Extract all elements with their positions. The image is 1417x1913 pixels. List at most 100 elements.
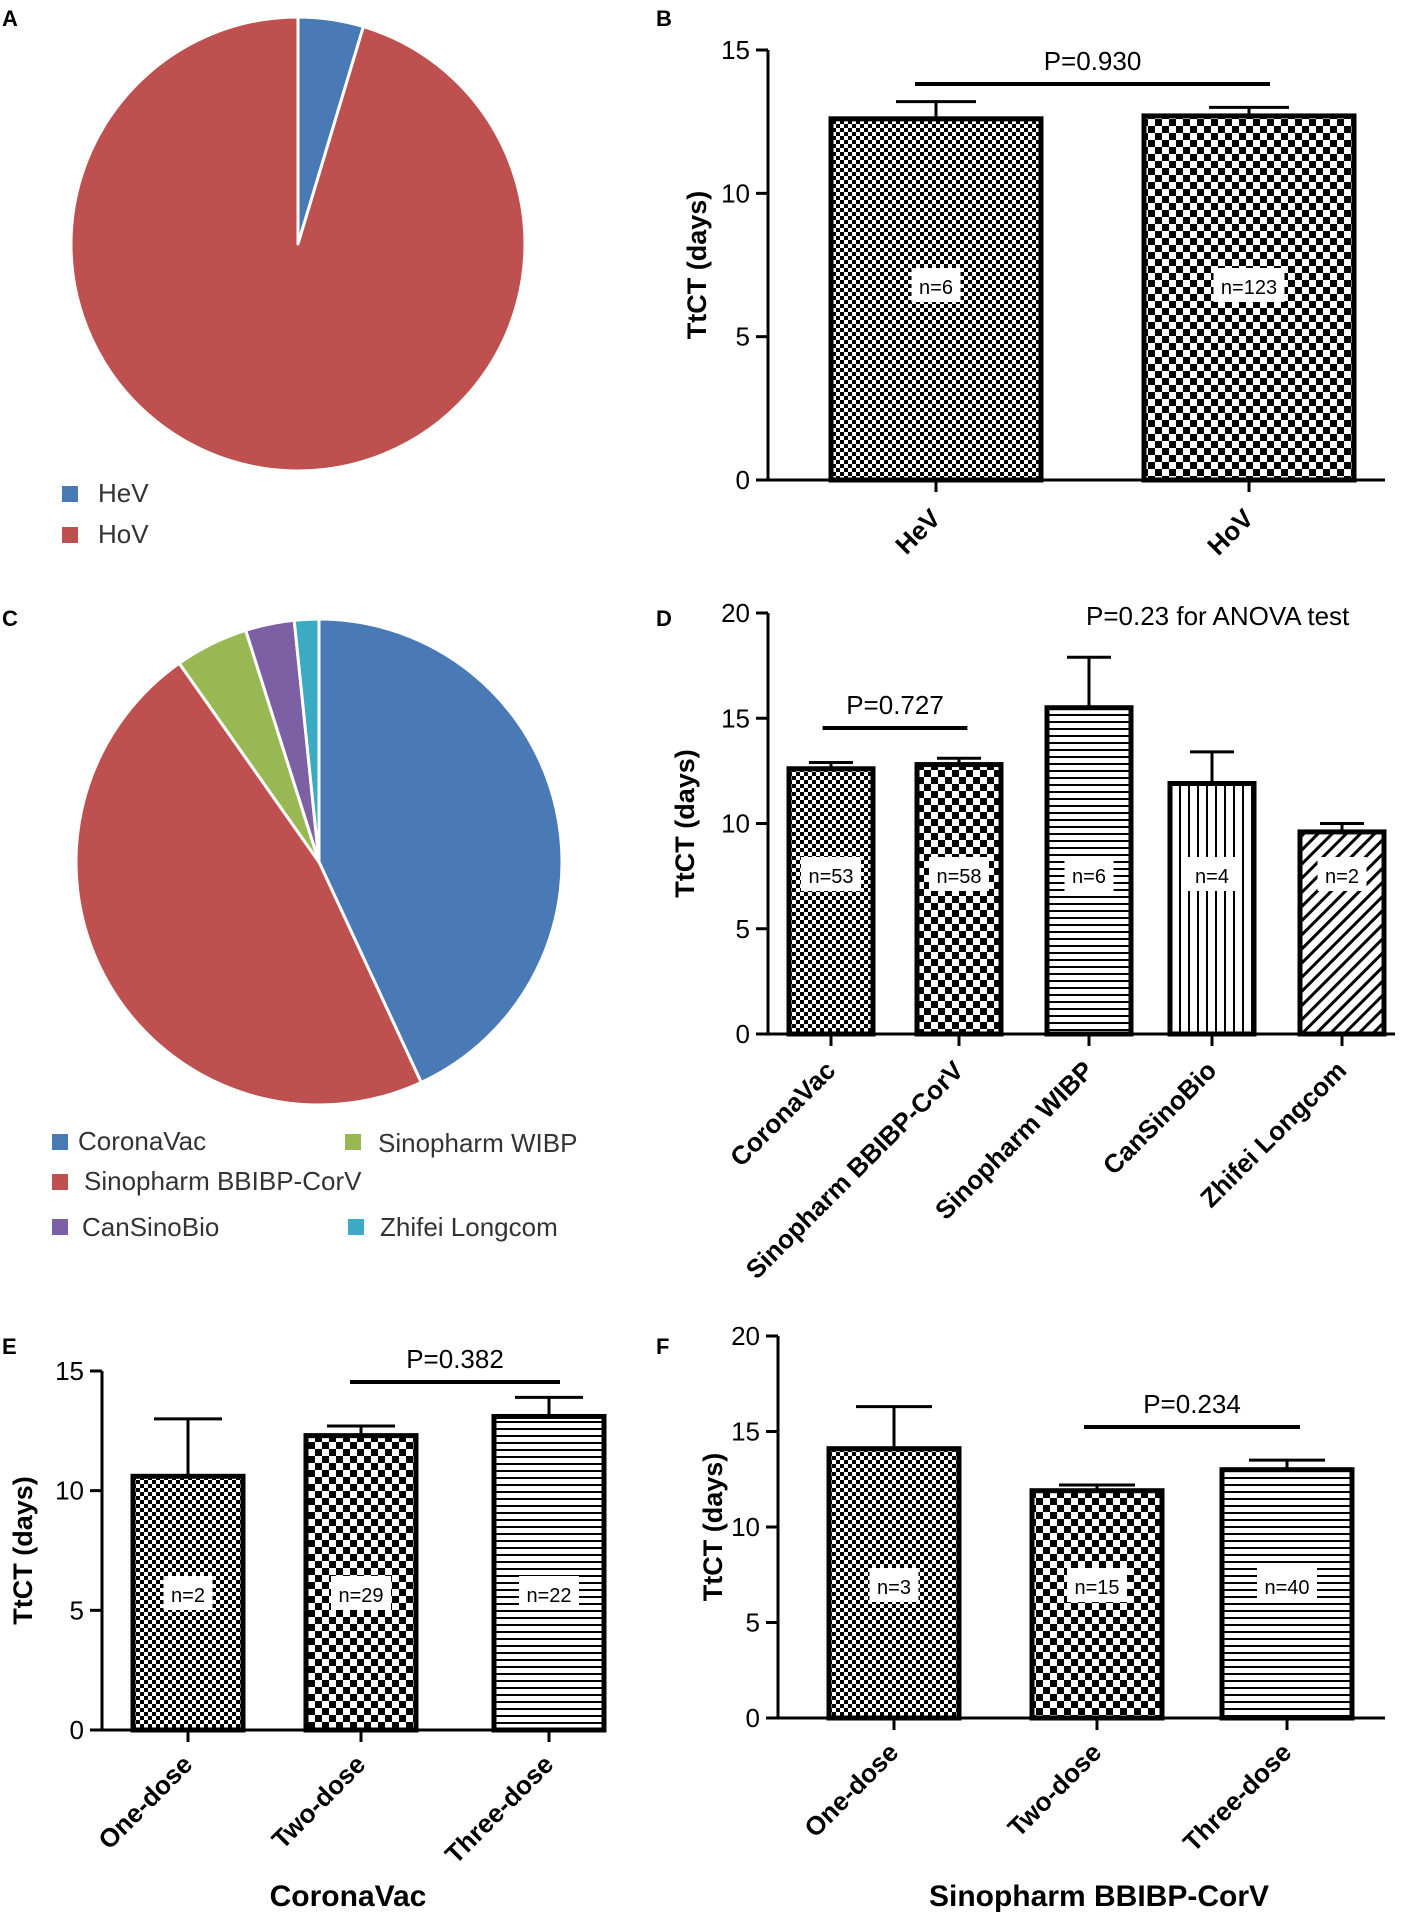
n-label: n=4	[1195, 866, 1229, 888]
x-tick-label-hev: HeV	[889, 503, 946, 560]
panel-label-c: C	[2, 606, 18, 631]
panel-label-d: D	[656, 606, 672, 631]
legend-swatch-hev	[62, 486, 78, 502]
x-tick-label-two-dose: Two-dose	[1002, 1737, 1108, 1843]
x-tick-label-one-dose: One-dose	[798, 1737, 904, 1843]
x-tick-label-one-dose: One-dose	[92, 1749, 198, 1855]
legend-swatch-cansinobio	[52, 1219, 68, 1235]
n-label: n=3	[877, 1577, 911, 1599]
n-label-box	[911, 268, 961, 302]
legend-label-hov: HoV	[98, 519, 149, 549]
n-label: n=53	[808, 866, 853, 888]
x-axis-title: Sinopharm BBIBP-CorV	[929, 1880, 1269, 1913]
y-tick-label: 15	[55, 1356, 84, 1386]
pie-slice-sinopharm-bbibp-corv	[74, 661, 423, 1107]
y-tick-label: 0	[746, 1703, 760, 1733]
y-tick-label: 10	[721, 809, 750, 839]
legend-label-hev: HeV	[98, 478, 149, 508]
y-axis-title: TtCT (days)	[670, 749, 700, 898]
y-tick-label: 15	[721, 703, 750, 733]
panel-a-pie: HeV HoV	[62, 15, 527, 549]
y-tick-label: 0	[736, 1019, 750, 1049]
panel-f-bar-chart: 0 5 10 15 20 TtCT (days) n=3 One-dose n=15 Two-do…	[698, 1321, 1385, 1913]
p-value-label: P=0.930	[1044, 46, 1142, 76]
y-tick-label: 10	[55, 1476, 84, 1506]
n-label: n=22	[526, 1585, 571, 1607]
bar-cansinobio	[1167, 781, 1257, 1037]
y-tick-label: 20	[731, 1321, 760, 1351]
pie-slice-zhifei-longcom	[292, 617, 321, 864]
y-tick-label: 5	[70, 1595, 84, 1625]
x-tick-label-coronavac: CoronaVac	[724, 1055, 841, 1172]
panel-e-bar-chart: 0 5 10 15 TtCT (days) n=2 One-dose n=29 Two-dose…	[8, 1344, 607, 1913]
n-label-box	[519, 1576, 579, 1610]
n-label: n=2	[171, 1585, 205, 1607]
p-value-label: P=0.382	[406, 1344, 504, 1374]
x-tick-label-hov: HoV	[1201, 503, 1259, 561]
n-label-box	[1257, 1568, 1317, 1602]
n-label-box	[163, 1576, 213, 1610]
y-tick-label: 15	[731, 1417, 760, 1447]
panel-b-bar-chart: 0 5 10 15 TtCT (days) n=6 HeV n=123 HoV P=0.930	[682, 35, 1385, 561]
bar-three-dose	[491, 1413, 607, 1733]
y-tick-label: 20	[721, 598, 750, 628]
pie-slice-hov	[69, 15, 527, 473]
legend-label-zhifei: Zhifei Longcom	[380, 1212, 558, 1242]
n-label: n=6	[919, 277, 953, 299]
n-label-box	[331, 1576, 391, 1610]
y-tick-label: 5	[746, 1608, 760, 1638]
y-tick-label: 5	[736, 914, 750, 944]
y-tick-label: 15	[721, 35, 750, 65]
pie-c-slices	[74, 617, 564, 1107]
y-tick-label: 0	[70, 1715, 84, 1745]
n-label-box	[1067, 1568, 1127, 1602]
panel-c-pie: CoronaVac Sinopharm WIBP Sinopharm BBIBP…	[52, 617, 577, 1242]
n-label: n=40	[1264, 1577, 1309, 1599]
x-tick-label-three-dose: Three-dose	[1177, 1737, 1297, 1857]
x-tick-label-sinopharm-bbibp-corv: Sinopharm BBIBP-CorV	[740, 1055, 970, 1285]
n-label: n=15	[1074, 1577, 1119, 1599]
n-label-box	[1317, 857, 1367, 891]
panel-label-a: A	[2, 6, 18, 31]
legend-a: HeV HoV	[62, 478, 149, 549]
n-label-box	[1187, 857, 1237, 891]
n-label-box	[929, 857, 989, 891]
p-value-label: P=0.234	[1143, 1389, 1241, 1419]
legend-swatch-hov	[62, 527, 78, 543]
p-value-label: P=0.727	[846, 690, 944, 720]
x-tick-label-two-dose: Two-dose	[266, 1749, 372, 1855]
n-label-box	[869, 1568, 919, 1602]
legend-label-coronavac: CoronaVac	[78, 1126, 206, 1156]
n-label-box	[1213, 268, 1285, 302]
n-label-box	[1064, 857, 1114, 891]
x-tick-label-three-dose: Three-dose	[439, 1749, 559, 1869]
panel-label-b: B	[656, 6, 672, 31]
n-label: n=2	[1325, 866, 1359, 888]
bar-two-dose	[1029, 1488, 1165, 1721]
y-axis-title: TtCT (days)	[682, 191, 712, 340]
panel-label-e: E	[2, 1334, 17, 1359]
legend-label-cansinobio: CanSinoBio	[82, 1212, 219, 1242]
anova-annotation: P=0.23 for ANOVA test	[1086, 601, 1350, 631]
y-tick-label: 10	[721, 178, 750, 208]
bar-coronavac	[786, 766, 876, 1037]
panel-label-f: F	[656, 1334, 669, 1359]
n-label: n=58	[936, 866, 981, 888]
n-label: n=29	[338, 1585, 383, 1607]
x-axis-title: CoronaVac	[270, 1880, 427, 1913]
n-label-box	[801, 857, 861, 891]
y-tick-label: 5	[736, 322, 750, 352]
y-axis-title: TtCT (days)	[8, 1476, 38, 1625]
y-tick-label: 10	[731, 1512, 760, 1542]
panel-d-bar-chart: P=0.23 for ANOVA test 0 5 10 15 20 TtCT (days…	[670, 598, 1395, 1285]
legend-swatch-coronavac	[52, 1134, 68, 1150]
legend-c: CoronaVac Sinopharm WIBP Sinopharm BBIBP…	[52, 1126, 577, 1242]
x-tick-label-cansinobio: CanSinoBio	[1097, 1055, 1222, 1180]
legend-label-sinopharm-bbibp: Sinopharm BBIBP-CorV	[84, 1166, 362, 1196]
legend-swatch-sinopharm-wibp	[345, 1134, 361, 1150]
legend-swatch-sinopharm-bbibp	[52, 1174, 68, 1190]
pie-a-slices	[69, 15, 527, 473]
legend-swatch-zhifei	[348, 1219, 364, 1235]
y-axis-title: TtCT (days)	[698, 1453, 728, 1602]
